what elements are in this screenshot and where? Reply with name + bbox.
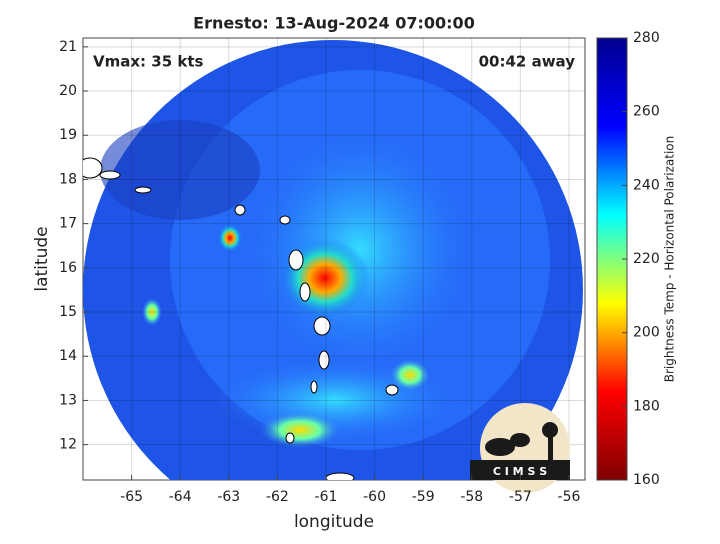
y-tick-label: 18 (59, 171, 77, 187)
x-tick-label: -62 (266, 489, 289, 505)
x-tick-label: -61 (315, 489, 338, 505)
logo-text: C I M S S (493, 465, 547, 478)
y-tick-label: 20 (59, 83, 77, 99)
y-tick-label: 13 (59, 392, 77, 408)
y-tick-label: 16 (59, 260, 77, 276)
satellite-image (83, 40, 583, 480)
annotation: 00:42 away (479, 53, 576, 71)
colorbar-tick-label: 200 (633, 325, 660, 341)
x-tick-label: -56 (558, 489, 581, 505)
colorbar-tick-label: 220 (633, 251, 660, 267)
logo: C I M S S (470, 403, 570, 493)
colorbar-label: Brightness Temp - Horizontal Polarizatio… (663, 136, 677, 383)
colorbar-tick-label: 260 (633, 104, 660, 120)
colorbar-tick-label: 160 (633, 472, 660, 488)
x-tick-label: -58 (460, 489, 483, 505)
x-tick-label: -60 (363, 489, 386, 505)
x-tick-label: -64 (169, 489, 192, 505)
x-axis-label: longitude (294, 512, 374, 532)
colorbar-tick-label: 240 (633, 177, 660, 193)
chart-title: Ernesto: 13-Aug-2024 07:00:00 (193, 14, 475, 33)
y-axis-label: latitude (32, 226, 52, 291)
x-tick-label: -65 (120, 489, 143, 505)
x-tick-label: -57 (509, 489, 532, 505)
y-tick-label: 12 (59, 437, 77, 453)
annotation: Vmax: 35 kts (93, 53, 203, 71)
y-tick-label: 19 (59, 127, 77, 143)
x-tick-label: -63 (217, 489, 240, 505)
y-tick-label: 15 (59, 304, 77, 320)
y-tick-label: 14 (59, 348, 77, 364)
x-tick-label: -59 (412, 489, 435, 505)
y-tick-label: 17 (59, 216, 77, 232)
y-tick-label: 21 (59, 39, 77, 55)
colorbar-tick-label: 280 (633, 30, 660, 46)
colorbar-tick-label: 180 (633, 398, 660, 414)
